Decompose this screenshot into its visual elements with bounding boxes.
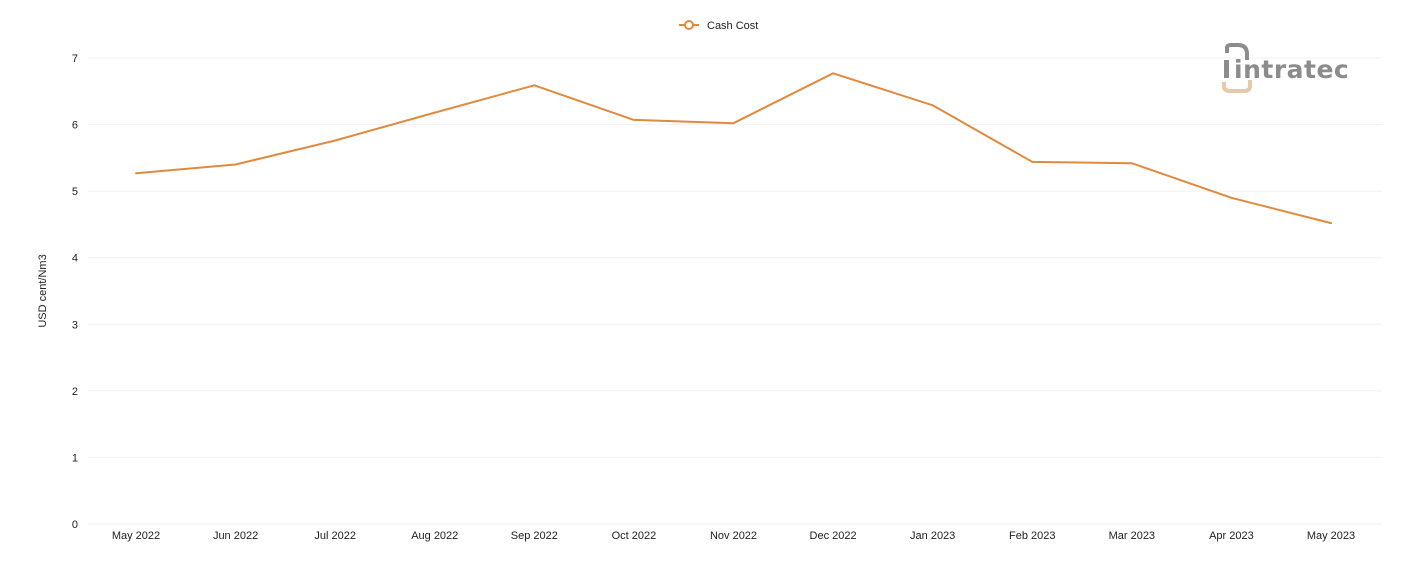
y-tick-label: 1 xyxy=(72,452,78,464)
x-tick-label: Aug 2022 xyxy=(411,530,458,542)
data-point[interactable] xyxy=(1129,160,1135,166)
x-tick-label: Oct 2022 xyxy=(612,530,657,542)
x-tick-label: Mar 2023 xyxy=(1109,530,1155,542)
data-point[interactable] xyxy=(1328,220,1334,226)
x-tick-label: Feb 2023 xyxy=(1009,530,1055,542)
intratec-logo: intratec xyxy=(1222,43,1349,93)
x-tick-label: Nov 2022 xyxy=(710,530,757,542)
legend[interactable]: Cash Cost xyxy=(679,20,758,32)
y-tick-label: 5 xyxy=(72,186,78,198)
data-point[interactable] xyxy=(830,70,836,76)
data-point[interactable] xyxy=(930,102,936,108)
data-point[interactable] xyxy=(731,120,737,126)
gridlines xyxy=(88,57,1382,525)
data-point[interactable] xyxy=(631,117,637,123)
legend-marker xyxy=(684,20,694,30)
x-tick-label: Sep 2022 xyxy=(511,530,558,542)
data-point[interactable] xyxy=(1228,195,1234,201)
data-point[interactable] xyxy=(1029,159,1035,165)
x-tick-label: Jun 2022 xyxy=(213,530,258,542)
data-point[interactable] xyxy=(332,138,338,144)
y-axis-title: USD cent/Nm3 xyxy=(37,254,49,327)
data-point[interactable] xyxy=(531,82,537,88)
x-tick-label: May 2022 xyxy=(112,530,160,542)
y-tick-label: 3 xyxy=(72,319,78,331)
data-point[interactable] xyxy=(432,110,438,116)
x-axis-ticks: May 2022 Jun 2022 Jul 2022 Aug 2022 Sep 2022… xyxy=(112,530,1355,542)
data-point[interactable] xyxy=(233,162,239,168)
y-tick-label: 0 xyxy=(72,519,78,531)
series-layer xyxy=(133,70,1334,226)
series-line-cash-cost[interactable] xyxy=(135,72,1332,225)
logo-wordmark: intratec xyxy=(1234,55,1349,84)
y-tick-label: 6 xyxy=(72,120,78,132)
x-tick-label: Dec 2022 xyxy=(810,530,857,542)
logo-mark-icon xyxy=(1222,43,1252,93)
x-tick-label: Jul 2022 xyxy=(314,530,356,542)
y-tick-label: 4 xyxy=(72,253,78,265)
y-tick-label: 2 xyxy=(72,386,78,398)
data-point[interactable] xyxy=(133,170,139,176)
x-tick-label: Apr 2023 xyxy=(1209,530,1254,542)
x-tick-label: May 2023 xyxy=(1307,530,1355,542)
y-axis-ticks: 0 1 2 3 4 5 6 7 xyxy=(72,53,78,531)
x-tick-label: Jan 2023 xyxy=(910,530,955,542)
legend-label-cash-cost: Cash Cost xyxy=(707,20,758,32)
y-tick-label: 7 xyxy=(72,53,78,65)
